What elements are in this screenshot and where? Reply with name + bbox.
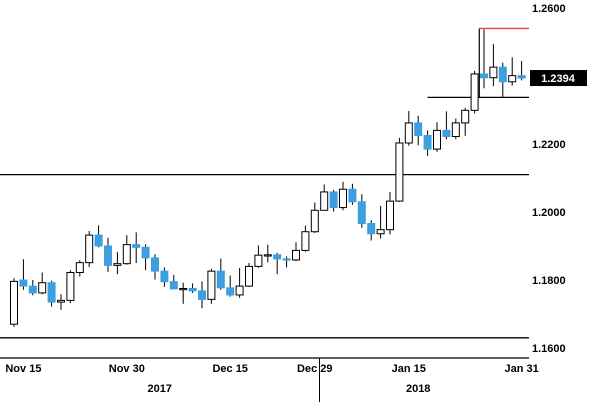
x-axis-tick-label: Nov 15 <box>5 363 41 375</box>
candle-body-up <box>292 249 300 261</box>
candle-body-up <box>254 254 263 267</box>
current-price-label-box <box>530 70 587 87</box>
candle-body-down <box>517 75 526 79</box>
candle-body-down <box>273 254 282 260</box>
candle-body-down <box>357 201 366 225</box>
candle-body-up <box>470 73 479 111</box>
candle-body-up <box>85 234 94 264</box>
x-axis-tick-label: Jan 31 <box>504 363 538 375</box>
candle-body-down <box>151 257 159 272</box>
x-axis-tick-label: Dec 15 <box>212 363 247 375</box>
candle-body-down <box>198 290 206 300</box>
x-axis-year-label: 2018 <box>406 383 430 395</box>
candle-body-down <box>226 287 235 296</box>
candle-body-down <box>94 234 103 247</box>
x-axis-year-label: 2017 <box>147 383 171 395</box>
candle-body-up <box>38 282 47 294</box>
candle-body-up <box>339 188 347 209</box>
candle-body-down <box>498 66 507 83</box>
candle-body-up <box>122 244 131 265</box>
candle-body-down <box>104 245 112 266</box>
candle-body-up <box>320 191 329 211</box>
x-axis-tick-label: Jan 15 <box>392 363 426 375</box>
candle-body-up <box>66 272 75 301</box>
candle-body-up <box>376 229 385 235</box>
current-price-label: 1.2394 <box>541 73 576 85</box>
y-axis-tick-label: 1.2000 <box>532 207 566 219</box>
x-axis-tick-label: Dec 29 <box>297 363 332 375</box>
candle-body-up <box>433 129 441 150</box>
y-axis-tick-label: 1.1800 <box>532 275 566 287</box>
candle-body-down <box>160 270 169 283</box>
candle-body-up <box>207 270 216 300</box>
candle-body-up <box>10 280 18 325</box>
y-axis-tick-label: 1.2200 <box>532 139 566 151</box>
candle-body-up <box>75 262 84 274</box>
candle-body-up <box>263 254 272 257</box>
candle-body-up <box>301 231 310 251</box>
candle-body-down <box>141 246 150 259</box>
candle-body-down <box>414 122 423 136</box>
candle-body-up <box>179 287 188 291</box>
candle-body-up <box>235 285 244 296</box>
candle-body-down <box>442 129 451 138</box>
candle-body-up <box>461 109 470 124</box>
candle-body-up <box>508 75 517 83</box>
candle-body-up <box>386 200 394 231</box>
candle-body-down <box>480 73 488 79</box>
candle-body-up <box>395 142 404 202</box>
y-axis-tick-label: 1.2600 <box>532 3 566 15</box>
candle-body-down <box>28 285 37 294</box>
candle-body-down <box>19 279 28 287</box>
candle-body-down <box>329 191 338 209</box>
y-axis-tick-label: 1.1600 <box>532 343 566 355</box>
candle-body-down <box>216 270 225 289</box>
candle-body-up <box>310 209 319 233</box>
candle-body-down <box>423 134 432 150</box>
candle-body-up <box>57 299 65 303</box>
candle-body-down <box>132 244 141 248</box>
candle-body-up <box>489 66 498 79</box>
candle-body-down <box>169 281 178 290</box>
x-axis-tick-label: Nov 30 <box>109 363 145 375</box>
candle-body-down <box>367 223 376 235</box>
candle-body-down <box>188 287 197 292</box>
candle-body-up <box>113 263 122 266</box>
candle-body-down <box>47 282 56 303</box>
candle-body-down <box>348 188 357 203</box>
candle-body-up <box>245 265 253 287</box>
candle-body-up <box>451 122 460 138</box>
candle-body-up <box>404 122 413 144</box>
candle-body-down <box>282 258 291 261</box>
